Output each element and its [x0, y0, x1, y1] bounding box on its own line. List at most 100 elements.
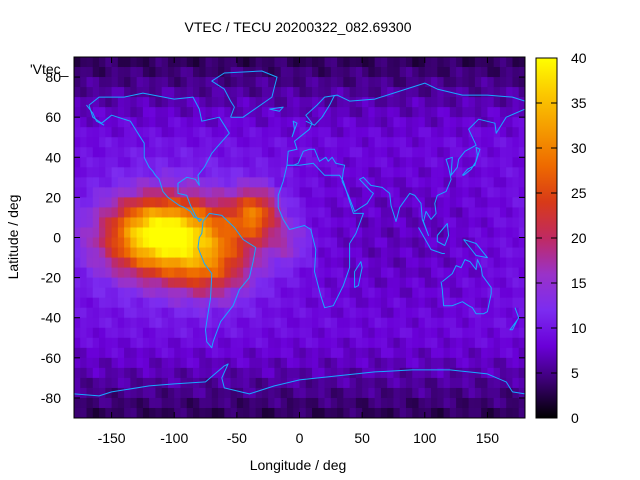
heatmap-cell: [80, 257, 88, 269]
heatmap-cell: [424, 197, 432, 209]
heatmap-cell: [431, 57, 438, 68]
heatmap-cell: [456, 377, 463, 389]
heatmap-cell: [161, 267, 169, 279]
heatmap-cell: [149, 117, 157, 128]
heatmap-cell: [199, 317, 207, 329]
heatmap-cell: [186, 127, 194, 138]
heatmap-cell: [418, 147, 426, 158]
heatmap-cell: [155, 317, 163, 329]
heatmap-cell: [368, 87, 376, 98]
heatmap-cell: [124, 357, 131, 369]
heatmap-cell: [437, 117, 445, 128]
heatmap-cell: [474, 207, 482, 219]
heatmap-cell: [155, 267, 163, 279]
heatmap-cell: [299, 317, 307, 329]
heatmap-cell: [92, 77, 100, 88]
heatmap-cell: [337, 107, 344, 118]
heatmap-cell: [362, 347, 369, 359]
heatmap-cell: [167, 57, 175, 68]
heatmap-cell: [324, 387, 332, 399]
heatmap-cell: [318, 227, 326, 239]
heatmap-cell: [305, 347, 313, 359]
heatmap-cell: [211, 207, 219, 219]
heatmap-cell: [387, 247, 395, 259]
heatmap-cell: [99, 127, 106, 138]
heatmap-cell: [468, 77, 476, 88]
heatmap-cell: [487, 67, 495, 78]
heatmap-cell: [199, 297, 207, 309]
heatmap-cell: [142, 327, 150, 339]
heatmap-cell: [80, 87, 88, 98]
heatmap-cell: [393, 187, 401, 198]
heatmap-cell: [174, 387, 182, 399]
heatmap-cell: [193, 167, 200, 178]
heatmap-cell: [249, 147, 257, 158]
heatmap-cell: [130, 217, 138, 229]
heatmap-cell: [412, 387, 420, 399]
heatmap-cell: [405, 197, 413, 209]
heatmap-cell: [305, 257, 313, 269]
heatmap-cell: [468, 147, 476, 158]
heatmap-cell: [243, 77, 250, 88]
heatmap-cell: [499, 167, 507, 178]
heatmap-cell: [493, 87, 501, 98]
heatmap-cell: [130, 377, 138, 389]
heatmap-cell: [86, 337, 94, 349]
heatmap-cell: [186, 157, 194, 168]
heatmap-cell: [161, 127, 169, 138]
heatmap-cell: [330, 117, 338, 128]
y-tick-label: -60: [41, 350, 61, 366]
heatmap-cell: [155, 217, 163, 229]
heatmap-cell: [474, 247, 482, 259]
heatmap-cell: [412, 347, 420, 359]
heatmap-cell: [255, 97, 263, 108]
heatmap-cell: [493, 107, 501, 118]
heatmap-cell: [274, 317, 282, 329]
heatmap-cell: [230, 407, 238, 418]
heatmap-cell: [474, 217, 482, 229]
heatmap-cell: [268, 57, 276, 68]
heatmap-cell: [355, 187, 363, 198]
heatmap-cell: [518, 167, 525, 178]
heatmap-cell: [474, 137, 482, 148]
heatmap-cell: [405, 217, 413, 229]
heatmap-cell: [474, 117, 482, 128]
heatmap-cell: [236, 267, 244, 279]
heatmap-cell: [161, 347, 169, 359]
heatmap-cell: [174, 167, 182, 178]
heatmap-cell: [468, 397, 476, 409]
heatmap-cell: [506, 377, 514, 389]
heatmap-cell: [349, 277, 357, 289]
heatmap-cell: [74, 197, 81, 209]
heatmap-cell: [155, 107, 163, 118]
heatmap-cell: [199, 67, 207, 78]
coastline: [463, 239, 488, 259]
heatmap-cell: [412, 227, 420, 239]
heatmap-cell: [362, 127, 369, 138]
heatmap-cell: [167, 87, 175, 98]
heatmap-cell: [355, 127, 363, 138]
heatmap-cell: [161, 107, 169, 118]
heatmap-cell: [506, 347, 514, 359]
heatmap-cell: [349, 367, 357, 379]
heatmap-cell: [280, 147, 288, 158]
heatmap-cell: [174, 247, 182, 259]
heatmap-cell: [142, 127, 150, 138]
heatmap-cell: [349, 67, 357, 78]
heatmap-cell: [117, 207, 125, 219]
heatmap-cell: [161, 337, 169, 349]
heatmap-cell: [161, 297, 169, 309]
heatmap-cell: [399, 307, 407, 319]
heatmap-cell: [299, 347, 307, 359]
heatmap-cell: [180, 357, 188, 369]
heatmap-cell: [74, 217, 81, 229]
coastline: [269, 106, 284, 112]
heatmap-cell: [99, 107, 106, 118]
heatmap-cell: [236, 297, 244, 309]
heatmap-cell: [374, 87, 382, 98]
heatmap-cell: [199, 237, 207, 249]
heatmap-cell: [92, 207, 100, 219]
heatmap-cell: [286, 157, 294, 168]
heatmap-cell: [167, 327, 175, 339]
heatmap-cell: [161, 317, 169, 329]
